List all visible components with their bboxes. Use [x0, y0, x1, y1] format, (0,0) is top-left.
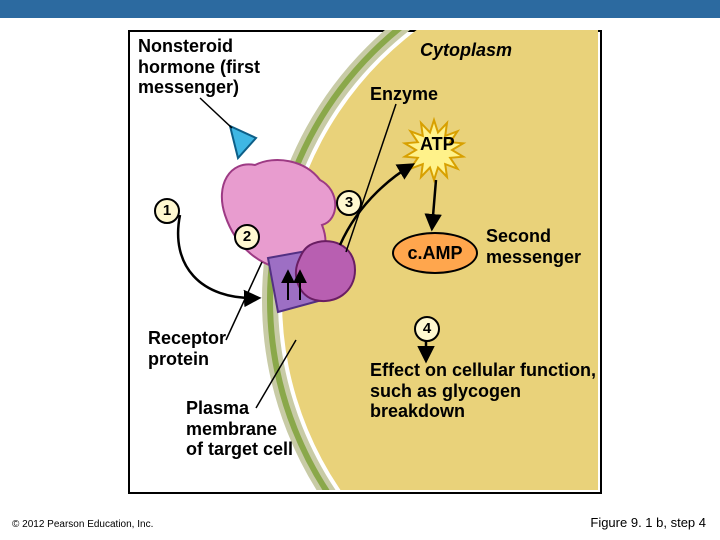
step-2: 2	[234, 224, 260, 250]
label-camp: c.AMP	[407, 243, 462, 263]
step-3: 3	[336, 190, 362, 216]
label-cytoplasm: Cytoplasm	[420, 40, 512, 61]
label-plasma: Plasma membrane of target cell	[186, 398, 293, 460]
label-second: Second messenger	[486, 226, 581, 267]
step-4: 4	[414, 316, 440, 342]
diagram-svg	[0, 0, 720, 540]
copyright-text: © 2012 Pearson Education, Inc.	[12, 519, 153, 530]
figure-ref: Figure 9. 1 b, step 4	[590, 515, 706, 530]
label-receptor: Receptor protein	[148, 328, 226, 369]
camp-oval: c.AMP	[392, 232, 478, 274]
label-atp: ATP	[420, 134, 455, 155]
step-1: 1	[154, 198, 180, 224]
label-hormone: Nonsteroid hormone (first messenger)	[138, 36, 260, 98]
label-effect: Effect on cellular function, such as gly…	[370, 360, 596, 422]
label-enzyme: Enzyme	[370, 84, 438, 105]
